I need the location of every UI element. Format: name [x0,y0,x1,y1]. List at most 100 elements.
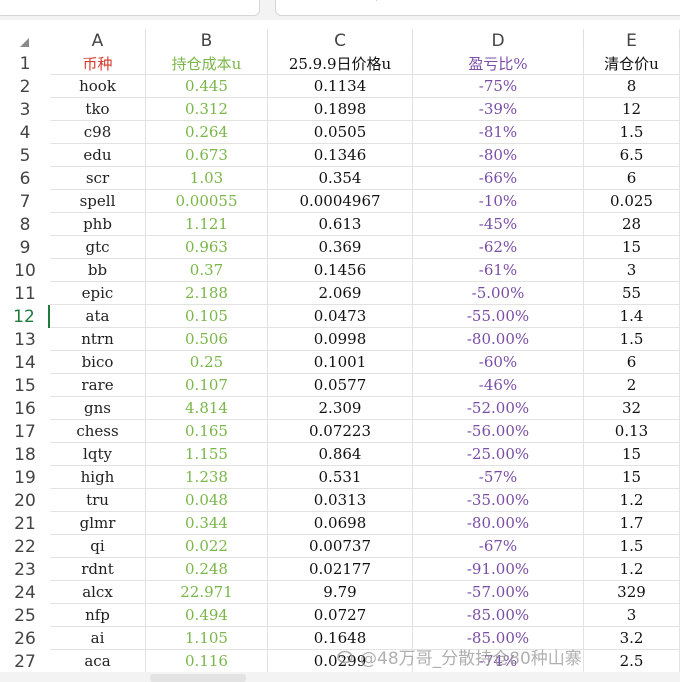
cell-exit-price[interactable]: 8 [584,75,680,98]
cell-cost[interactable]: 2.188 [146,282,268,305]
cell-pnl[interactable]: -81% [413,121,584,144]
cell-coin[interactable]: ata [50,305,146,328]
cell-coin[interactable]: hook [50,75,146,98]
cell-exit-price[interactable]: 3 [584,604,680,627]
cell-exit-price[interactable]: 15 [584,236,680,259]
cell-price[interactable]: 0.0727 [268,604,413,627]
cell-price[interactable]: 0.1346 [268,144,413,167]
cell-price[interactable]: 9.79 [268,581,413,604]
cell-price[interactable]: 0.0998 [268,328,413,351]
cell-coin[interactable]: chess [50,420,146,443]
cell-coin[interactable]: aca [50,650,146,673]
cell-cost[interactable]: 1.03 [146,167,268,190]
cell-pnl[interactable]: -85.00% [413,627,584,650]
row-header[interactable]: 26 [0,627,50,650]
cell-exit-price[interactable]: 2 [584,374,680,397]
cell-coin[interactable]: gtc [50,236,146,259]
cell-price[interactable]: 0.369 [268,236,413,259]
column-header-b[interactable]: B [146,29,268,52]
cell-pnl[interactable]: -60% [413,351,584,374]
cell-exit-price[interactable]: 28 [584,213,680,236]
cell-exit-price[interactable]: 1.5 [584,535,680,558]
row-header[interactable]: 27 [0,650,50,673]
cell-pnl[interactable]: -80.00% [413,328,584,351]
cell-exit-price[interactable]: 329 [584,581,680,604]
cell-cost[interactable]: 0.248 [146,558,268,581]
row-header[interactable]: 24 [0,581,50,604]
column-header-d[interactable]: D [413,29,584,52]
cell-coin[interactable]: gns [50,397,146,420]
cell-exit-price[interactable]: 6.5 [584,144,680,167]
cell-exit-price[interactable]: 2.5 [584,650,680,673]
scrollbar-thumb[interactable] [150,674,246,682]
cell-price[interactable]: 0.00737 [268,535,413,558]
cell-coin[interactable]: glmr [50,512,146,535]
cell-exit-price[interactable]: 3 [584,259,680,282]
cell-pnl[interactable]: -5.00% [413,282,584,305]
row-header[interactable]: 15 [0,374,50,397]
cell-price[interactable]: 0.354 [268,167,413,190]
row-header[interactable]: 6 [0,167,50,190]
cell-cost[interactable]: 0.116 [146,650,268,673]
cell-price[interactable]: 0.864 [268,443,413,466]
row-header[interactable]: 17 [0,420,50,443]
row-header[interactable]: 18 [0,443,50,466]
select-all-corner[interactable] [0,29,50,52]
column-header-a[interactable]: A [50,29,146,52]
cell-cost[interactable]: 1.238 [146,466,268,489]
row-header[interactable]: 22 [0,535,50,558]
cell-cost[interactable]: 0.264 [146,121,268,144]
cell-pnl[interactable]: -75% [413,75,584,98]
cell-price[interactable]: 0.1648 [268,627,413,650]
cell-exit-price[interactable]: 1.5 [584,328,680,351]
cell-cost[interactable]: 1.155 [146,443,268,466]
cell-coin[interactable]: ntrn [50,328,146,351]
cell-pnl[interactable]: -62% [413,236,584,259]
row-header[interactable]: 11 [0,282,50,305]
cell-exit-price[interactable]: 1.5 [584,121,680,144]
cell-exit-price[interactable]: 55 [584,282,680,305]
cell-cost[interactable]: 0.344 [146,512,268,535]
cell-cost[interactable]: 1.121 [146,213,268,236]
cell-price[interactable]: 0.1001 [268,351,413,374]
cell-cost[interactable]: 0.105 [146,305,268,328]
cell-price[interactable]: 0.1134 [268,75,413,98]
cell-pnl[interactable]: -45% [413,213,584,236]
cell-price[interactable]: 0.1456 [268,259,413,282]
cell-coin[interactable]: rare [50,374,146,397]
row-header[interactable]: 8 [0,213,50,236]
cell-pnl[interactable]: -25.00% [413,443,584,466]
cell-exit-price[interactable]: 0.025 [584,190,680,213]
cell-price[interactable]: 2.309 [268,397,413,420]
cell-pnl[interactable]: -57% [413,466,584,489]
cell-pnl[interactable]: -55.00% [413,305,584,328]
cell-exit-price[interactable]: 6 [584,167,680,190]
cell-coin[interactable]: nfp [50,604,146,627]
cell-coin[interactable]: qi [50,535,146,558]
header-cell-exit-price[interactable]: 清仓价u [584,52,680,75]
cell-exit-price[interactable]: 15 [584,443,680,466]
cell-pnl[interactable]: -46% [413,374,584,397]
cell-coin[interactable]: epic [50,282,146,305]
cell-coin[interactable]: ai [50,627,146,650]
cell-cost[interactable]: 0.445 [146,75,268,98]
header-cell-coin[interactable]: 币种 [50,52,146,75]
column-header-c[interactable]: C [268,29,413,52]
cell-cost[interactable]: 0.506 [146,328,268,351]
cell-price[interactable]: 0.0473 [268,305,413,328]
header-cell-price[interactable]: 25.9.9日价格u [268,52,413,75]
row-header[interactable]: 7 [0,190,50,213]
cell-exit-price[interactable]: 6 [584,351,680,374]
cell-coin[interactable]: phb [50,213,146,236]
row-header[interactable]: 21 [0,512,50,535]
cell-exit-price[interactable]: 1.7 [584,512,680,535]
cell-cost[interactable]: 0.37 [146,259,268,282]
row-header[interactable]: 10 [0,259,50,282]
cell-exit-price[interactable]: 1.2 [584,489,680,512]
cell-coin[interactable]: tru [50,489,146,512]
cell-coin[interactable]: scr [50,167,146,190]
cell-pnl[interactable]: -80% [413,144,584,167]
cell-cost[interactable]: 0.312 [146,98,268,121]
cell-price[interactable]: 0.531 [268,466,413,489]
row-header[interactable]: 23 [0,558,50,581]
